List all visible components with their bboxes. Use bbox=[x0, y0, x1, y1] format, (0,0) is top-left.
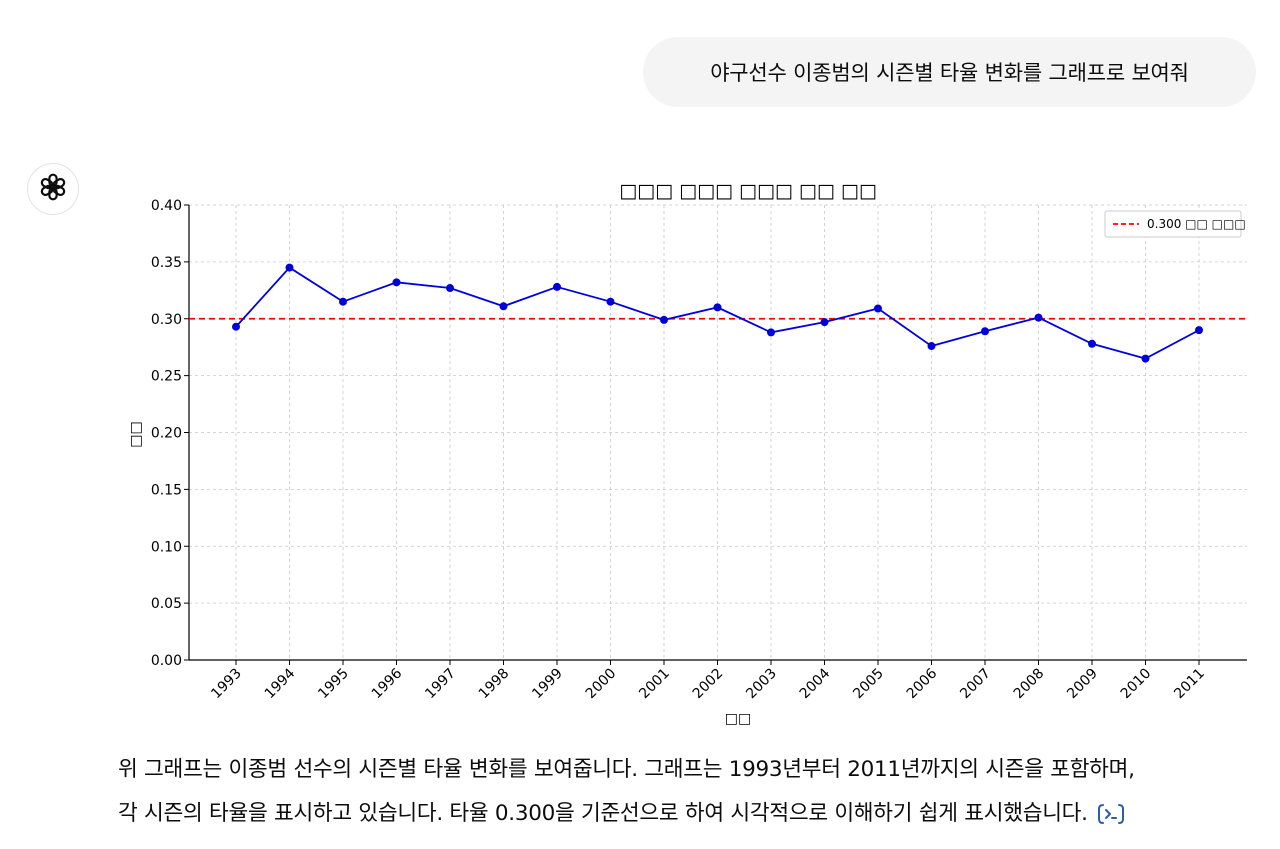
data-point-1997 bbox=[446, 284, 454, 293]
data-point-2002 bbox=[713, 303, 722, 312]
response-line-1: 위 그래프는 이종범 선수의 시즌별 타율 변화를 보여줍니다. 그래프는 19… bbox=[118, 757, 1135, 782]
x-tick-label: 2011 bbox=[1171, 666, 1208, 703]
x-tick-label: 2005 bbox=[850, 666, 887, 703]
x-tick-label: 1996 bbox=[369, 665, 406, 702]
user-message-bubble: 야구선수 이종범의 시즌별 타율 변화를 그래프로 보여줘 bbox=[643, 37, 1256, 107]
response-line-2: 각 시즌의 타율을 표시하고 있습니다. 타율 0.300을 기준선으로 하여 … bbox=[118, 792, 1268, 836]
openai-logo-icon bbox=[38, 172, 68, 206]
assistant-avatar bbox=[27, 163, 79, 215]
data-point-2011 bbox=[1195, 326, 1203, 335]
x-tick-label: 2007 bbox=[957, 666, 994, 703]
x-tick-label: 2009 bbox=[1064, 666, 1101, 703]
data-point-2007 bbox=[981, 327, 989, 336]
x-tick-label: 1995 bbox=[315, 666, 352, 703]
data-point-1996 bbox=[392, 278, 401, 287]
y-tick-label: 0.00 bbox=[151, 653, 182, 669]
data-point-2000 bbox=[606, 297, 615, 306]
chart-title: □□□ □□□ □□□ □□ □□ bbox=[619, 180, 877, 202]
data-point-2004 bbox=[820, 318, 829, 327]
y-tick-label: 0.05 bbox=[151, 596, 182, 612]
x-tick-label: 1994 bbox=[262, 665, 299, 702]
y-tick-label: 0.35 bbox=[151, 255, 182, 271]
data-point-2005 bbox=[874, 304, 882, 313]
data-point-2006 bbox=[927, 342, 936, 351]
y-tick-label: 0.15 bbox=[151, 482, 182, 498]
x-tick-label: 1993 bbox=[208, 666, 245, 703]
y-tick-label: 0.30 bbox=[151, 312, 182, 328]
x-tick-label: 2008 bbox=[1011, 666, 1048, 703]
code-interpreter-icon[interactable] bbox=[1094, 801, 1128, 827]
legend-box bbox=[1104, 210, 1242, 238]
data-point-1994 bbox=[285, 263, 294, 272]
x-tick-label: 2002 bbox=[690, 666, 727, 703]
user-message-text: 야구선수 이종범의 시즌별 타율 변화를 그래프로 보여줘 bbox=[710, 61, 1189, 85]
x-tick-label: 1998 bbox=[476, 666, 513, 703]
y-tick-label: 0.20 bbox=[151, 426, 182, 442]
data-point-1999 bbox=[553, 282, 561, 291]
x-tick-label: 2001 bbox=[636, 666, 673, 703]
x-tick-label: 1997 bbox=[422, 666, 459, 703]
x-tick-label: 2010 bbox=[1118, 666, 1155, 703]
x-tick-label: 1999 bbox=[529, 666, 566, 703]
y-axis-label: □□ bbox=[128, 421, 144, 447]
x-tick-label: 2003 bbox=[743, 666, 780, 703]
y-tick-label: 0.25 bbox=[151, 369, 182, 385]
data-point-2008 bbox=[1034, 313, 1043, 322]
data-point-2010 bbox=[1141, 354, 1150, 363]
x-tick-label: 2006 bbox=[904, 665, 941, 702]
data-point-2003 bbox=[767, 328, 775, 337]
assistant-response: 위 그래프는 이종범 선수의 시즌별 타율 변화를 보여줍니다. 그래프는 19… bbox=[118, 748, 1268, 836]
data-point-2009 bbox=[1088, 339, 1096, 348]
data-point-1993 bbox=[232, 322, 240, 331]
y-tick-label: 0.40 bbox=[151, 198, 182, 214]
data-point-2001 bbox=[660, 315, 668, 324]
response-line-2-text: 각 시즌의 타율을 표시하고 있습니다. 타율 0.300을 기준선으로 하여 … bbox=[118, 801, 1088, 826]
x-tick-label: 2000 bbox=[583, 666, 620, 703]
legend-label: 0.300 □□ □□□ bbox=[1147, 217, 1246, 231]
data-point-1998 bbox=[499, 302, 508, 311]
x-tick-label: 2004 bbox=[797, 665, 834, 702]
data-point-1995 bbox=[339, 297, 347, 306]
y-tick-label: 0.10 bbox=[151, 539, 182, 555]
x-axis-label: □□ bbox=[725, 711, 751, 727]
batting-average-line-chart: □□□ □□□ □□□ □□ □□ 0.00 0.05 0.10 0.15 0.20 0.2… bbox=[128, 180, 1247, 727]
